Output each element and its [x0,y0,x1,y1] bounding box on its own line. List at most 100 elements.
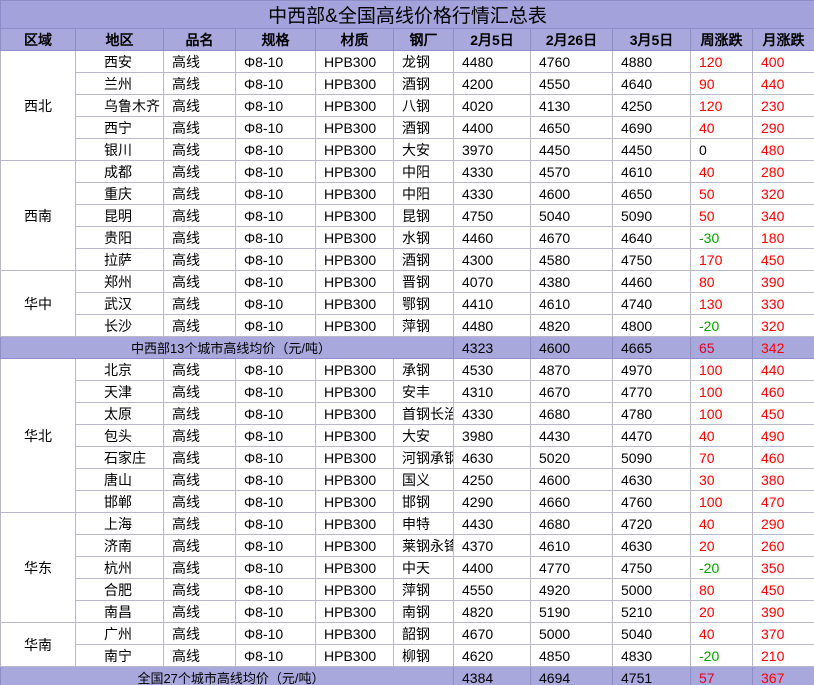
price: 5210 [612,600,691,623]
material: HPB300 [315,182,394,205]
material: HPB300 [315,402,394,425]
region: 华北 [0,358,76,513]
data-row: 天津 高线 Φ8-10 HPB300 安丰 4310 4670 4770 100 460 [1,380,814,403]
header-cell: 3月5日 [612,28,691,51]
mill: 大安 [393,424,454,447]
week-change: -20 [690,314,753,337]
header-cell: 月涨跌 [751,28,814,51]
header-cell: 品名 [163,28,236,51]
price: 4600 [530,468,613,491]
spec: Φ8-10 [235,600,316,623]
month-change: 280 [751,160,814,183]
city: 西宁 [75,116,164,139]
price: 4580 [530,248,613,271]
spec: Φ8-10 [235,578,316,601]
price: 4620 [453,644,531,667]
month-change: 390 [751,600,814,623]
price: 4830 [612,644,691,667]
price: 4820 [453,600,531,623]
material: HPB300 [315,468,394,491]
city: 杭州 [75,556,164,579]
month-change: 390 [751,270,814,293]
month-change: 320 [751,182,814,205]
product: 高线 [163,446,236,469]
spec: Φ8-10 [235,204,316,227]
header-cell: 材质 [315,28,394,51]
header-cell: 地区 [75,28,164,51]
week-change: 100 [690,490,753,513]
product: 高线 [163,380,236,403]
price: 4970 [612,358,691,381]
month-change: 450 [751,578,814,601]
mill: 鄂钢 [393,292,454,315]
product: 高线 [163,50,236,73]
month-change: 320 [751,314,814,337]
header-cell: 区域 [0,28,76,51]
product: 高线 [163,94,236,117]
month-change: 400 [751,50,814,73]
price: 4550 [453,578,531,601]
month-change: 230 [751,94,814,117]
price: 4530 [453,358,531,381]
city: 西安 [75,50,164,73]
spec: Φ8-10 [235,402,316,425]
price: 4630 [612,534,691,557]
city: 太原 [75,402,164,425]
city: 成都 [75,160,164,183]
month-change: 380 [751,468,814,491]
price: 5020 [530,446,613,469]
product: 高线 [163,578,236,601]
data-row: 合肥 高线 Φ8-10 HPB300 萍钢 4550 4920 5000 80 450 [1,578,814,601]
average-row: 中西部13个城市高线均价（元/吨） 4323 4600 4665 65 342 [0,336,814,359]
month-change: 370 [751,622,814,645]
mill: 昆钢 [393,204,454,227]
mill: 中阳 [393,182,454,205]
city: 兰州 [75,72,164,95]
price: 4750 [612,248,691,271]
product: 高线 [163,226,236,249]
city: 天津 [75,380,164,403]
week-change: 170 [690,248,753,271]
price: 4920 [530,578,613,601]
product: 高线 [163,72,236,95]
week-change: 130 [690,292,753,315]
data-row: 华东 上海 高线 Φ8-10 HPB300 申特 4430 4680 4720 40 290 [0,512,814,623]
city: 贵阳 [75,226,164,249]
week-change: 40 [690,160,753,183]
material: HPB300 [315,358,394,381]
data-row: 华中 郑州 高线 Φ8-10 HPB300 晋钢 4070 4380 4460 80 390 [0,270,814,337]
mill: 龙钢 [393,50,454,73]
mill: 酒钢 [393,248,454,271]
price: 5090 [612,446,691,469]
price: 3970 [453,138,531,161]
mill: 萍钢 [393,578,454,601]
data-row: 西宁 高线 Φ8-10 HPB300 酒钢 4400 4650 4690 40 290 [1,116,814,139]
region: 西南 [0,160,76,271]
spec: Φ8-10 [235,50,316,73]
week-change: 100 [690,402,753,425]
average-row: 全国27个城市高线均价（元/吨） 4384 4694 4751 57 367 [0,666,814,685]
mill: 晋钢 [393,270,454,293]
price: 4070 [453,270,531,293]
spec: Φ8-10 [235,512,316,535]
average-value: 342 [751,336,814,359]
header-row: 区域 地区 品名 规格 材质 钢厂 2月5日 2月26日 3月5日 周涨跌 月涨跌 [0,28,814,51]
price: 4770 [612,380,691,403]
price: 5190 [530,600,613,623]
price: 4760 [530,50,613,73]
material: HPB300 [315,490,394,513]
price: 4400 [453,116,531,139]
product: 高线 [163,314,236,337]
data-row: 拉萨 高线 Φ8-10 HPB300 酒钢 4300 4580 4750 170 450 [1,248,814,271]
price: 4370 [453,534,531,557]
title-row: 中西部&全国高线价格行情汇总表 [0,0,814,29]
price: 4020 [453,94,531,117]
month-change: 290 [751,512,814,535]
city: 广州 [75,622,164,645]
mill: 酒钢 [393,116,454,139]
material: HPB300 [315,578,394,601]
price: 4680 [530,512,613,535]
week-change: 30 [690,468,753,491]
price: 3980 [453,424,531,447]
